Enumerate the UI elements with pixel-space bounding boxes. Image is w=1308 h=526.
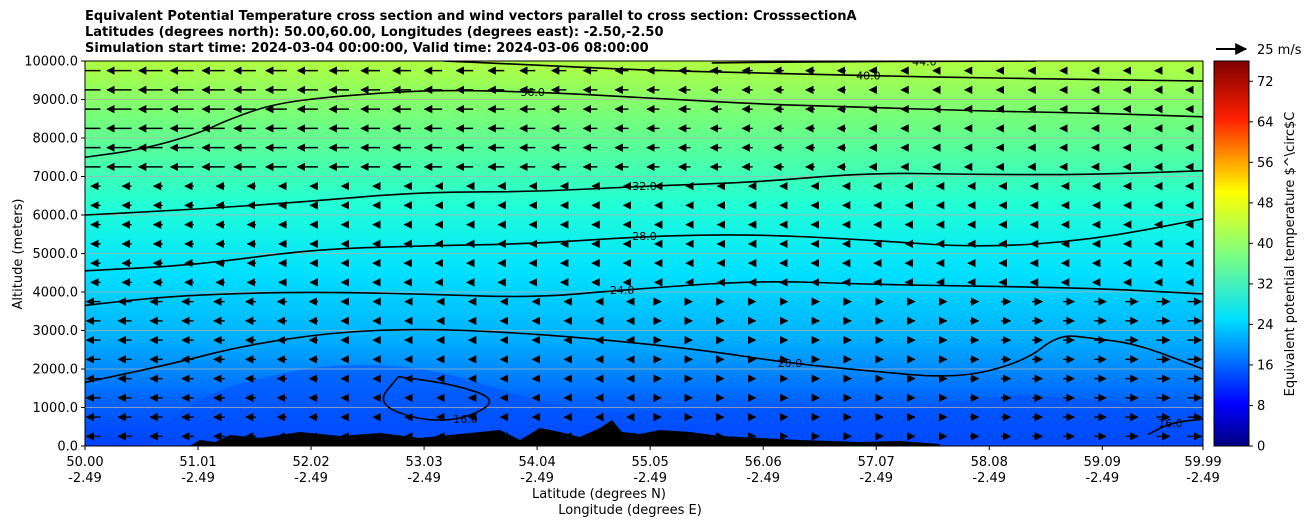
- contour-label: 36.0: [520, 86, 545, 99]
- plot-area: 44.0 40.0 36.0 32.0 28.0 24.0 20.0 16.0 16.0: [85, 55, 1203, 446]
- x-tick-label-lon: -2.49: [181, 471, 215, 486]
- x-tick-label-lat: 59.99: [1184, 455, 1221, 470]
- cold-pool-region: [150, 364, 1203, 446]
- x-tick-label-lon: -2.49: [407, 471, 441, 486]
- contour-label: 40.0: [856, 70, 881, 83]
- contour-line: [85, 328, 1203, 384]
- colorbar-tick-label: 48: [1257, 196, 1274, 211]
- x-tick-label-lon: -2.49: [1186, 471, 1220, 486]
- x-axis-label-line-2: Longitude (degrees E): [558, 503, 702, 518]
- colorbar-tick-label: 72: [1257, 75, 1274, 90]
- x-tick-label-lat: 53.03: [405, 455, 442, 470]
- colorbar-tick-label: 32: [1257, 277, 1274, 292]
- colorbar-tick-label: 56: [1257, 156, 1274, 171]
- y-tick-label: 0.0: [57, 440, 78, 455]
- y-tick-label: 5000.0: [33, 247, 79, 262]
- colorbar-tick-label: 24: [1257, 318, 1274, 333]
- contour-line: [85, 281, 1203, 307]
- y-axis-label: Altitude (meters): [11, 199, 26, 310]
- contour-label: 16.0: [453, 413, 478, 426]
- contour-label: 16.0: [1158, 417, 1183, 430]
- x-tick-label-lat: 51.01: [179, 455, 216, 470]
- y-tick-label: 3000.0: [33, 324, 79, 339]
- contour-label: 28.0: [632, 230, 657, 243]
- x-tick-label-lat: 57.07: [858, 455, 895, 470]
- colorbar-ticks: 0 8 16 24 32 40 48 56 64 72: [1249, 75, 1274, 455]
- y-tick-label: 6000.0: [33, 209, 79, 224]
- y-tick-label: 2000.0: [33, 363, 79, 378]
- x-axis: 50.00-2.4951.01-2.4952.02-2.4953.03-2.49…: [66, 446, 1222, 486]
- colorbar: [1213, 60, 1250, 447]
- x-tick-label-lat: 56.06: [745, 455, 782, 470]
- contour-label: 32.0: [632, 180, 657, 193]
- x-tick-label-lat: 55.05: [632, 455, 669, 470]
- x-tick-label-lon: -2.49: [294, 471, 328, 486]
- contour-label: 24.0: [610, 284, 635, 297]
- x-tick-label-lat: 58.08: [971, 455, 1008, 470]
- y-tick-label: 1000.0: [33, 401, 79, 416]
- y-tick-label: 7000.0: [33, 170, 79, 185]
- contour-label: 44.0: [912, 55, 937, 68]
- chart-title-line-2: Latitudes (degrees north): 50.00,60.00, …: [85, 25, 664, 40]
- y-axis: 0.0 1000.0 2000.0 3000.0 4000.0 5000.0 6000.0 7…: [24, 55, 85, 455]
- x-tick-label-lon: -2.49: [1085, 471, 1119, 486]
- x-tick-label-lon: -2.49: [633, 471, 667, 486]
- y-tick-label: 9000.0: [33, 93, 79, 108]
- colorbar-tick-label: 8: [1257, 399, 1265, 414]
- x-tick-label-lat: 52.02: [292, 455, 329, 470]
- x-tick-label-lat: 59.09: [1084, 455, 1121, 470]
- x-tick-label-lat: 50.00: [66, 455, 103, 470]
- colorbar-tick-label: 40: [1257, 237, 1274, 252]
- chart-title-line-1: Equivalent Potential Temperature cross s…: [85, 9, 857, 24]
- colorbar-tick-label: 64: [1257, 115, 1274, 130]
- contour-line: [85, 89, 1203, 159]
- chart-title-line-3: Simulation start time: 2024-03-04 00:00:…: [85, 41, 649, 56]
- contour-line: [1147, 418, 1203, 436]
- grid-lines: [85, 99, 1203, 408]
- y-tick-label: 4000.0: [33, 286, 79, 301]
- colorbar-tick-label: 16: [1257, 358, 1274, 373]
- x-tick-label-lat: 54.04: [519, 455, 556, 470]
- wind-vector-layer: [85, 66, 1203, 441]
- contour-line: [382, 375, 491, 421]
- x-tick-label-lon: -2.49: [859, 471, 893, 486]
- x-tick-label-lon: -2.49: [972, 471, 1006, 486]
- colorbar-label: Equivalent potential temperature $^\circ…: [1283, 112, 1298, 397]
- x-tick-label-lon: -2.49: [520, 471, 554, 486]
- quiver-key-label: 25 m/s: [1257, 43, 1302, 58]
- y-tick-label: 8000.0: [33, 132, 79, 147]
- terrain-silhouette: [190, 420, 940, 446]
- y-tick-label: 10000.0: [24, 55, 78, 70]
- x-tick-label-lon: -2.49: [68, 471, 102, 486]
- colorbar-tick-label: 0: [1257, 440, 1265, 455]
- x-axis-label-line-1: Latitude (degrees N): [532, 487, 666, 502]
- x-tick-label-lon: -2.49: [746, 471, 780, 486]
- contour-label: 20.0: [778, 357, 803, 370]
